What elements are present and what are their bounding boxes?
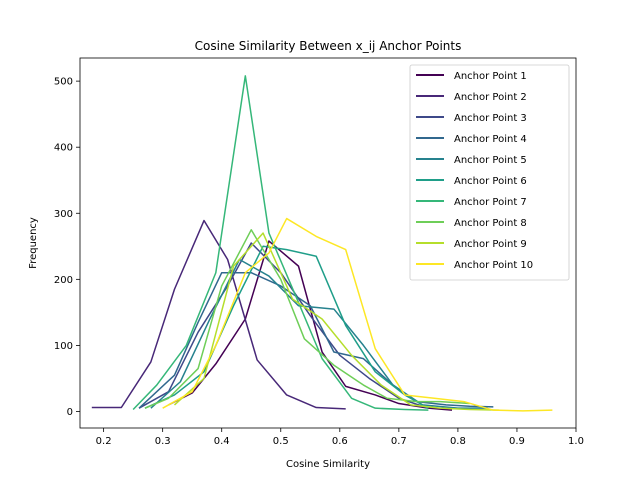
legend-label: Anchor Point 9 [454,239,527,250]
series-line-anchor-point-1 [168,240,453,411]
series-line-anchor-point-8 [144,229,470,409]
x-tick-label: 0.4 [214,436,230,447]
y-tick-label: 300 [54,209,73,220]
x-tick-label: 0.2 [96,436,112,447]
legend-label: Anchor Point 6 [454,176,527,187]
series-line-anchor-point-2 [91,219,346,410]
x-axis: 0.2 0.3 0.4 0.5 0.6 0.7 0.8 0.9 1.0 [96,428,584,447]
series-line-anchor-point-6 [144,245,429,409]
y-tick-label: 400 [54,143,73,154]
legend-label: Anchor Point 3 [454,113,527,124]
plot-frame [79,57,577,429]
legend-box [409,64,570,281]
x-tick-label: 0.3 [155,436,171,447]
legend: Anchor Point 1 Anchor Point 2 Anchor Point… [409,64,570,281]
series-line-anchor-point-9 [173,232,500,411]
legend-label: Anchor Point 2 [454,92,527,103]
legend-label: Anchor Point 10 [454,260,533,271]
series-line-anchor-point-10 [162,217,553,412]
y-tick-label: 200 [54,275,73,286]
series-line-anchor-point-5 [150,258,488,409]
y-tick-label: 500 [54,77,73,88]
x-tick-label: 0.5 [273,436,289,447]
legend-label: Anchor Point 4 [454,134,527,145]
series-layer [91,75,553,412]
series-line-anchor-point-4 [138,271,494,409]
chart-title: Cosine Similarity Between x_ij Anchor Po… [195,39,462,53]
series-line-anchor-point-7 [132,75,429,411]
y-tick-label: 0 [67,407,73,418]
legend-label: Anchor Point 1 [454,71,527,82]
y-axis-label: Frequency [28,217,39,269]
x-axis-label: Cosine Similarity [286,459,370,470]
y-tick-label: 100 [54,341,73,352]
x-tick-label: 1.0 [568,436,584,447]
legend-label: Anchor Point 5 [454,155,527,166]
legend-label: Anchor Point 8 [454,218,527,229]
x-tick-label: 0.8 [450,436,466,447]
legend-label: Anchor Point 7 [454,197,527,208]
x-tick-label: 0.9 [509,436,525,447]
y-axis: 0 100 200 300 400 500 [54,77,80,418]
x-tick-label: 0.7 [391,436,407,447]
x-tick-label: 0.6 [332,436,348,447]
